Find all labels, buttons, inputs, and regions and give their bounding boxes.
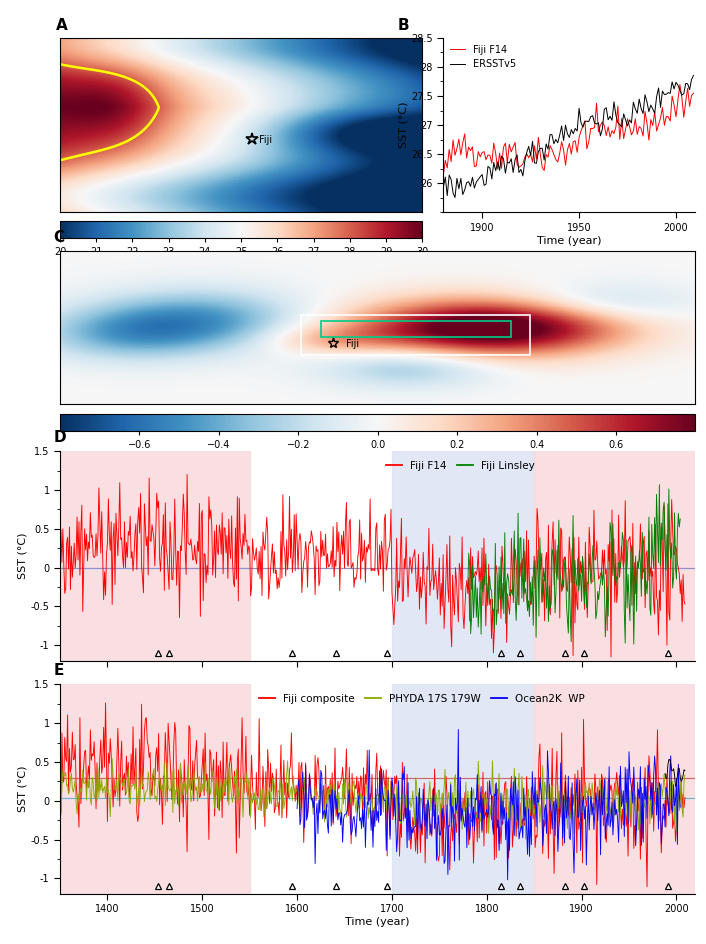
ERSSTv5 [439, 181, 448, 193]
Line: ERSSTv5: ERSSTv5 [443, 76, 693, 197]
X-axis label: SST (°C): SST (°C) [218, 259, 264, 268]
ERSSTv5 [689, 70, 698, 81]
Fiji F14 [507, 146, 515, 158]
Y-axis label: SST (°C): SST (°C) [398, 102, 409, 148]
Bar [321, 322, 511, 337]
Legend: Fiji F14, Fiji Linsley: Fiji F14, Fiji Linsley [382, 457, 539, 475]
Text: A: A [56, 18, 68, 32]
Fiji F14 [689, 88, 698, 99]
Text: C: C [54, 230, 65, 245]
Fiji F14 [604, 121, 612, 132]
Bar [301, 315, 530, 355]
Fiji F14 [546, 140, 554, 151]
Legend: Fiji F14, ERSSTv5: Fiji F14, ERSSTv5 [448, 42, 517, 72]
Legend: Fiji composite, PHYDA 17S 179W, Ocean2K  WP: Fiji composite, PHYDA 17S 179W, Ocean2K … [255, 690, 590, 708]
Bar [534, 684, 695, 894]
X-axis label: Correlation: Correlation [347, 452, 409, 462]
Bar [392, 451, 534, 661]
Bar [534, 451, 695, 661]
Text: E: E [54, 663, 64, 678]
Fiji F14 [623, 113, 632, 125]
Bar [60, 451, 250, 661]
Bar [392, 684, 534, 894]
Text: Fiji: Fiji [259, 135, 273, 144]
ERSSTv5 [606, 110, 614, 122]
Text: D: D [54, 430, 66, 445]
ERSSTv5 [571, 123, 580, 134]
X-axis label: Time (year): Time (year) [537, 236, 602, 245]
Text: Fiji: Fiji [346, 340, 359, 349]
ERSSTv5 [450, 192, 459, 203]
ERSSTv5 [548, 129, 556, 141]
ERSSTv5 [626, 114, 634, 126]
Fiji F14 [569, 136, 578, 147]
Line: Fiji F14: Fiji F14 [443, 85, 693, 175]
Fiji F14 [439, 169, 448, 180]
Fiji F14 [676, 79, 684, 91]
Bar [60, 684, 250, 894]
Text: B: B [398, 18, 409, 32]
ERSSTv5 [637, 103, 645, 114]
Y-axis label: SST (°C): SST (°C) [18, 766, 28, 813]
X-axis label: Time (year): Time (year) [345, 918, 410, 927]
ERSSTv5 [509, 167, 517, 178]
Fiji F14 [635, 121, 643, 132]
Y-axis label: SST (°C): SST (°C) [18, 532, 28, 580]
